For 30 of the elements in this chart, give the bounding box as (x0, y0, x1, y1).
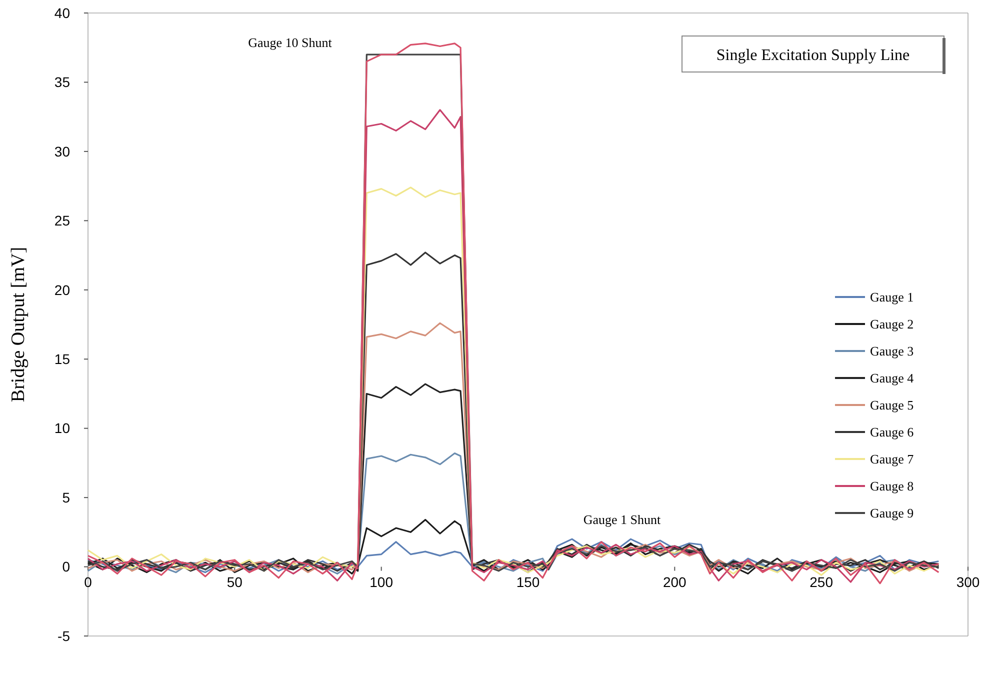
text: Single Excitation Supply Line (716, 47, 910, 64)
legend-label: Gauge 2 (870, 316, 914, 332)
legend-label: Gauge 3 (870, 344, 914, 359)
x-tick-label: 0 (84, 574, 92, 590)
x-tick-label: 300 (956, 574, 980, 590)
y-tick-label: 20 (54, 282, 70, 298)
y-tick-label: -5 (58, 628, 70, 644)
x-tick-label: 150 (516, 574, 540, 590)
legend-label: Gauge 9 (870, 506, 914, 521)
y-tick-label: 15 (54, 351, 70, 368)
y-tick-label: 40 (54, 4, 70, 21)
legend-label: Gauge 8 (870, 478, 914, 494)
y-tick-label: 35 (54, 74, 70, 90)
y-tick-label: 5 (62, 489, 70, 506)
y-tick-label: 25 (54, 212, 70, 229)
legend-label: Gauge 1 (870, 290, 914, 305)
annotation: Gauge 10 Shunt (248, 35, 332, 50)
x-tick-label: 250 (810, 574, 834, 590)
x-tick-label: 50 (226, 574, 243, 590)
y-tick-label: 30 (54, 143, 70, 160)
legend-label: Gauge 6 (870, 424, 914, 440)
annotation: Gauge 1 Shunt (583, 512, 662, 527)
y-tick-label: 10 (54, 420, 70, 436)
y-tick-label: 0 (62, 558, 70, 575)
x-tick-label: 200 (662, 574, 687, 590)
legend-label: Gauge 5 (870, 398, 914, 413)
y-axis-title: Bridge Output [mV] (8, 246, 29, 402)
legend-label: Gauge 7 (870, 452, 914, 467)
x-tick-label: 100 (370, 574, 394, 590)
legend-label: Gauge 4 (870, 370, 914, 386)
